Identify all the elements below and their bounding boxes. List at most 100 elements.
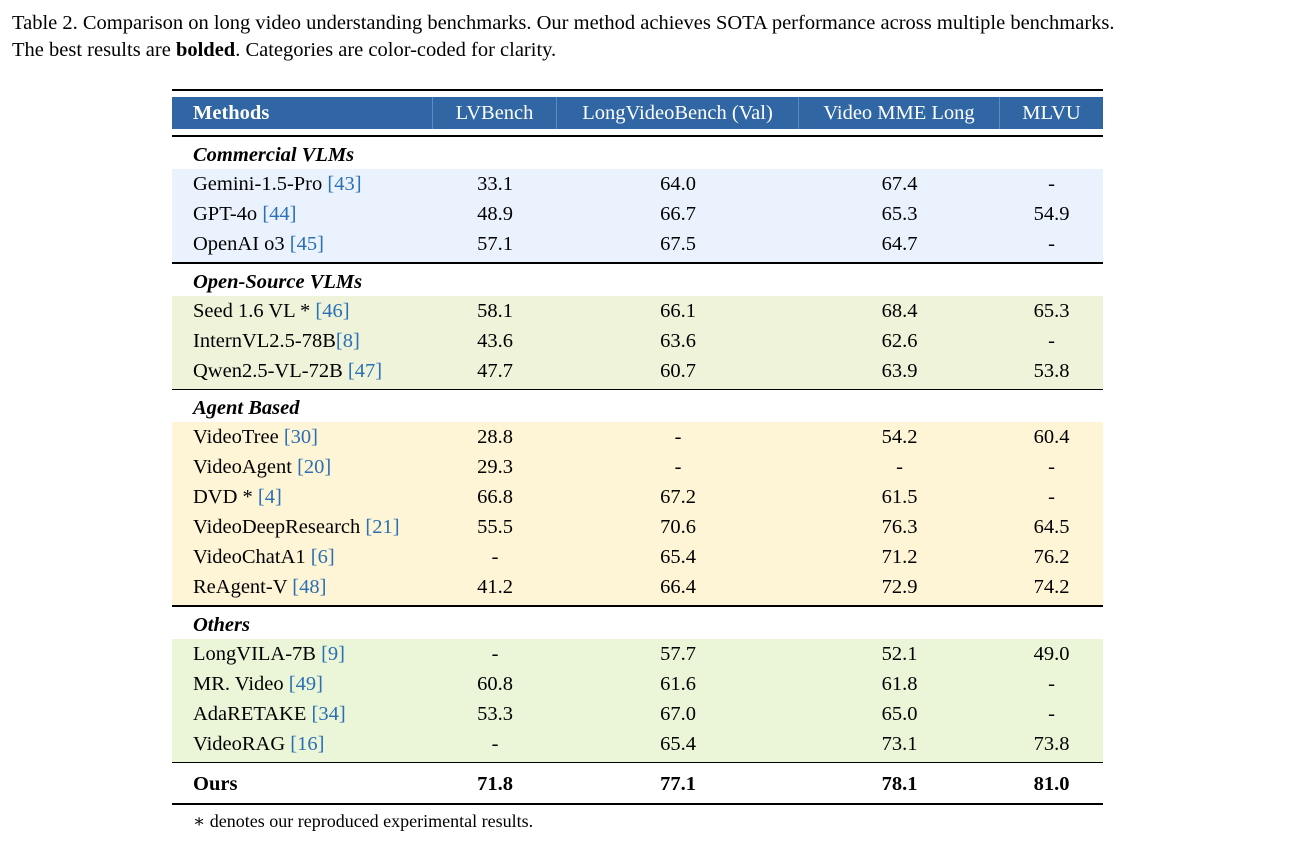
lvbench-value: 55.5: [477, 516, 513, 538]
mlvu-value: -: [1048, 329, 1055, 352]
method-name: Seed 1.6 VL *: [193, 299, 316, 322]
citation-link[interactable]: [44]: [262, 203, 297, 225]
lvbench-value: -: [491, 732, 499, 755]
method-name-cell: InternVL2.5-78B[8]: [172, 326, 433, 356]
method-name-cell: GPT-4o [44]: [172, 199, 433, 229]
longvideobench-value: -: [674, 456, 682, 478]
method-name: MR. Video: [193, 672, 289, 695]
mlvu-value: -: [1048, 456, 1055, 478]
method-name: InternVL2.5-78B: [193, 329, 336, 352]
ours-top-rule: [172, 761, 1103, 763]
ours-row: Ours 71.8 77.1 78.1 81.0: [172, 763, 1103, 803]
longvideobench-value: 60.7: [660, 359, 696, 382]
caption-bold-word: bolded: [175, 39, 236, 61]
table-row: VideoChatA1 [6] - 65.4 71.2 76.2: [172, 542, 1103, 572]
citation-link[interactable]: [8]: [335, 329, 360, 352]
video-mme-long-value: 76.3: [881, 516, 918, 538]
mlvu-value: 64.5: [1033, 516, 1070, 538]
mlvu-value: -: [1048, 486, 1055, 508]
citation-link[interactable]: [6]: [310, 546, 335, 568]
table-row: LongVILA-7B [9] - 57.7 52.1 49.0: [172, 639, 1103, 669]
method-name: VideoRAG: [193, 732, 291, 755]
lvbench-value: 57.1: [477, 233, 513, 255]
citation-link[interactable]: [4]: [257, 486, 282, 508]
category-divider: [172, 388, 1103, 390]
category-divider: [172, 605, 1103, 607]
citation-link[interactable]: [9]: [321, 642, 346, 665]
citation-link[interactable]: [46]: [315, 299, 350, 322]
lvbench-value: 58.1: [477, 299, 513, 322]
lvbench-value: 33.1: [477, 173, 513, 195]
table-row: VideoTree [30] 28.8 - 54.2 60.4: [172, 422, 1103, 452]
table-row: InternVL2.5-78B[8] 43.6 63.6 62.6 -: [172, 326, 1103, 356]
ours-lvbench: 71.8: [477, 773, 513, 795]
header-mlvu: MLVU: [1022, 102, 1081, 124]
lvbench-value: 43.6: [477, 329, 513, 352]
citation-link[interactable]: [47]: [347, 359, 383, 382]
citation-link[interactable]: [16]: [290, 732, 325, 755]
video-mme-long-value: 71.2: [881, 546, 918, 568]
method-name: Qwen2.5-VL-72B: [193, 359, 348, 382]
citation-link[interactable]: [48]: [292, 576, 327, 598]
header-longvideobench: LongVideoBench (Val): [557, 97, 799, 129]
longvideobench-value: 61.6: [660, 672, 696, 695]
ours-video-mme-long: 78.1: [881, 773, 918, 795]
mlvu-value: -: [1048, 672, 1055, 695]
citation-link[interactable]: [20]: [297, 456, 332, 478]
method-name: VideoTree: [193, 426, 284, 448]
citation-link[interactable]: [30]: [283, 426, 318, 448]
method-name: VideoDeepResearch: [193, 516, 366, 538]
citation-link[interactable]: [45]: [289, 233, 324, 255]
method-name-cell: Qwen2.5-VL-72B [47]: [172, 356, 433, 386]
video-mme-long-value: 65.0: [881, 702, 918, 725]
comparison-table: Methods LVBench LongVideoBench (Val) Vid…: [172, 89, 1103, 832]
table-row: Seed 1.6 VL * [46] 58.1 66.1 68.4 65.3: [172, 296, 1103, 326]
method-name: GPT-4o: [193, 203, 263, 225]
citation-link[interactable]: [21]: [365, 516, 400, 538]
method-name: DVD *: [193, 486, 258, 508]
video-mme-long-value: 61.5: [881, 486, 918, 508]
longvideobench-value: 64.0: [660, 173, 696, 195]
mlvu-value: 53.8: [1033, 359, 1070, 382]
category-title: Open-Source VLMs: [193, 270, 363, 293]
header-bottom-rule: [172, 135, 1103, 137]
header-video-mme-long: Video MME Long: [799, 97, 1000, 129]
method-name: ReAgent-V: [193, 576, 293, 598]
mlvu-value: 76.2: [1033, 546, 1070, 568]
table-header-row: Methods LVBench LongVideoBench (Val) Vid…: [172, 97, 1103, 129]
method-name-cell: OpenAI o3 [45]: [172, 229, 433, 259]
category-group: Gemini-1.5-Pro [43] 33.1 64.0 67.4 - GPT-4o […: [172, 169, 1103, 262]
table-row: VideoAgent [20] 29.3 - - -: [172, 452, 1103, 482]
table-row: VideoRAG [16] - 65.4 73.1 73.8: [172, 729, 1103, 759]
method-name-cell: VideoChatA1 [6]: [172, 542, 433, 572]
category-group: VideoTree [30] 28.8 - 54.2 60.4 VideoAgent [2…: [172, 422, 1103, 605]
mlvu-value: -: [1048, 173, 1055, 195]
video-mme-long-value: 63.9: [881, 359, 918, 382]
video-mme-long-value: -: [896, 456, 903, 478]
method-name: Gemini-1.5-Pro: [193, 173, 328, 195]
category-title: Others: [193, 613, 250, 636]
method-name: OpenAI o3: [193, 233, 290, 255]
lvbench-value: 28.8: [477, 426, 513, 448]
lvbench-value: 66.8: [477, 486, 513, 508]
category-title: Agent Based: [193, 397, 300, 419]
mlvu-value: -: [1048, 233, 1055, 255]
video-mme-long-value: 73.1: [881, 732, 918, 755]
method-name: AdaRETAKE: [193, 702, 312, 725]
video-mme-long-value: 61.8: [881, 672, 918, 695]
lvbench-value: 47.7: [477, 359, 513, 382]
video-mme-long-value: 72.9: [881, 576, 918, 598]
table-row: OpenAI o3 [45] 57.1 67.5 64.7 -: [172, 229, 1103, 259]
longvideobench-value: 66.4: [660, 576, 696, 598]
table-caption: Table 2. Comparison on long video unders…: [12, 10, 1284, 64]
ours-method: Ours: [193, 773, 238, 795]
video-mme-long-value: 68.4: [881, 299, 918, 322]
citation-link[interactable]: [34]: [311, 702, 346, 725]
category-group: Seed 1.6 VL * [46] 58.1 66.1 68.4 65.3 Intern…: [172, 295, 1103, 389]
citation-link[interactable]: [49]: [288, 672, 323, 695]
longvideobench-value: 70.6: [660, 516, 696, 538]
lvbench-value: 29.3: [477, 456, 513, 478]
table-top-rule: [172, 89, 1103, 91]
table-row: GPT-4o [44] 48.9 66.7 65.3 54.9: [172, 199, 1103, 229]
citation-link[interactable]: [43]: [327, 173, 362, 195]
